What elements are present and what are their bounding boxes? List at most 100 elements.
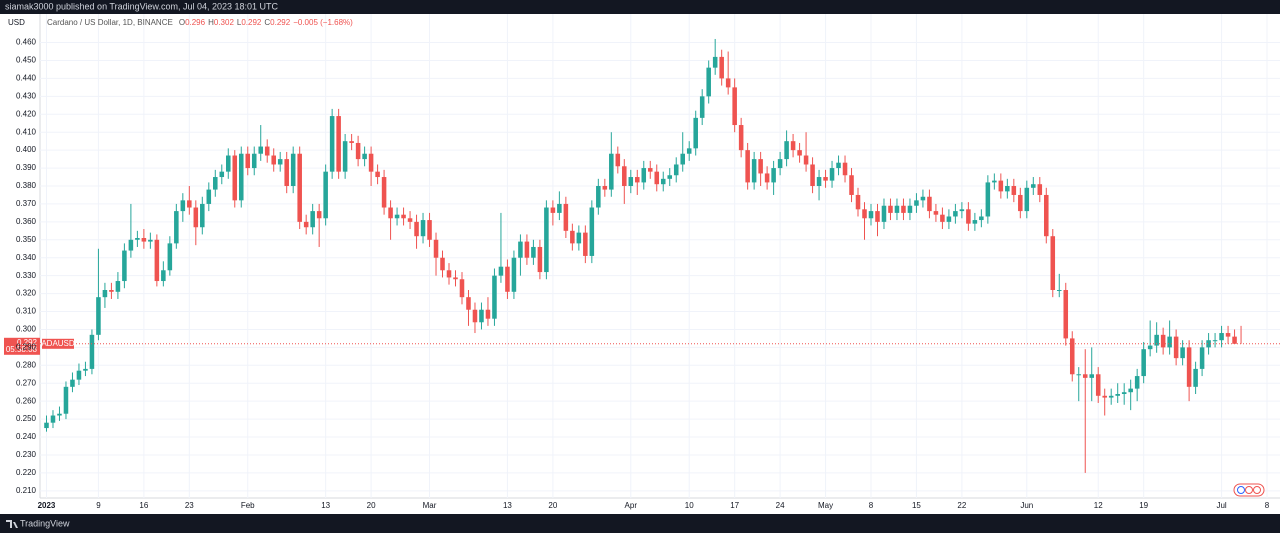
candle-body [161,270,166,282]
candle-body [959,209,965,212]
y-tick-label: 0.420 [16,109,37,118]
candle-body [303,221,309,228]
candle-body [180,200,186,212]
candle-body [1037,184,1043,195]
candle-body [271,155,276,165]
candle-body [933,211,939,215]
candle-body [836,162,841,169]
candle-body [1173,336,1179,359]
candle-body [1199,347,1205,369]
candle-body [738,125,744,151]
candle-body [1069,338,1075,375]
x-tick-label: 17 [730,501,739,510]
candle-body [576,232,582,244]
candle-body [628,177,634,186]
candle-body [758,159,763,174]
chart-background [0,14,1280,514]
candle-body [531,246,536,258]
candle-body [102,290,108,298]
candle-body [1076,374,1082,376]
x-tick-label: 10 [685,501,694,510]
candle-body [810,164,815,186]
candle-body [355,142,361,160]
candle-body [284,159,289,186]
candle-body [427,220,432,240]
candle-body [706,67,711,97]
candle-body [1011,186,1017,195]
candle-body [771,168,776,183]
candle-body [122,250,127,282]
candle-body [849,175,854,195]
x-tick-label: 20 [548,501,557,510]
candle-body [732,87,737,126]
candle-body [83,368,88,371]
badge [1233,483,1265,497]
candle-body [167,243,173,271]
candle-body [888,205,893,213]
publisher-line: siamak3000 published on TradingView.com,… [5,1,279,11]
candle-body [1212,340,1218,342]
candle-body [602,186,608,190]
legend-h: H [208,18,214,27]
candle-body [537,246,543,273]
candle-body [654,171,660,185]
header-bar [0,0,1280,14]
candle-body [1134,376,1140,389]
candle-body [622,166,627,186]
x-tick-label: 19 [1139,501,1148,510]
y-tick-label: 0.300 [16,325,37,334]
candle-body [764,173,770,183]
badge-dot [1253,486,1261,494]
candle-body [414,221,419,237]
price-countdown: 05:58:08 [6,345,38,354]
candle-body [1115,394,1120,396]
x-tick-label: 15 [912,501,921,510]
candle-body [563,203,569,231]
candle-body [725,78,731,88]
chart-title: Cardano / US Dollar, 1D, BINANCE [47,18,173,27]
candle-body [966,209,971,224]
candle-body [213,177,218,190]
candle-body [472,309,478,323]
candle-body [524,241,530,258]
candle-body [336,116,341,172]
candle-body [712,56,718,68]
legend-high: 0.302 [214,18,235,27]
candles [44,38,1242,473]
x-tick-label: May [818,501,833,510]
candle-body [842,162,848,176]
legend-close: 0.292 [270,18,291,27]
candle-body [985,182,991,217]
y-tick-label: 0.450 [16,56,37,65]
candle-body [96,297,101,335]
candle-body [466,297,471,310]
candle-body [232,155,238,201]
candle-body [310,211,315,228]
candle-body [777,159,783,169]
y-tick-label: 0.430 [16,91,37,100]
candle-body [1024,187,1030,212]
y-axis-label: USD [8,18,25,27]
candle-body [511,257,517,292]
candle-body [1219,333,1224,341]
y-tick-label: 0.210 [16,486,37,495]
y-tick-label: 0.310 [16,307,37,316]
chart-legend: Cardano / US Dollar, 1D, BINANCE O0.296 H0… [47,18,353,27]
candle-body [881,205,887,222]
candle-body [972,220,978,224]
badge-dot [1245,486,1253,494]
candle-body [953,211,958,217]
candle-body [693,117,698,149]
candle-body [797,150,802,156]
candle-body [128,239,134,251]
candle-body [492,275,497,319]
candle-body [407,218,413,222]
candle-body [1082,374,1088,378]
candle-body [264,146,270,156]
y-tick-label: 0.260 [16,396,37,405]
candle-body [550,207,556,213]
candle-body [544,207,549,273]
